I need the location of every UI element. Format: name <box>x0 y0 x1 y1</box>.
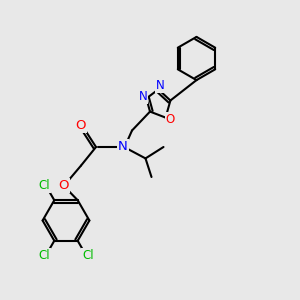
Text: N: N <box>118 140 128 154</box>
Text: N: N <box>155 79 164 92</box>
Text: O: O <box>166 112 175 126</box>
Text: O: O <box>59 178 69 192</box>
Text: Cl: Cl <box>38 249 50 262</box>
Text: N: N <box>138 90 147 104</box>
Text: Cl: Cl <box>38 179 50 192</box>
Text: Cl: Cl <box>82 249 94 262</box>
Text: O: O <box>75 119 86 132</box>
